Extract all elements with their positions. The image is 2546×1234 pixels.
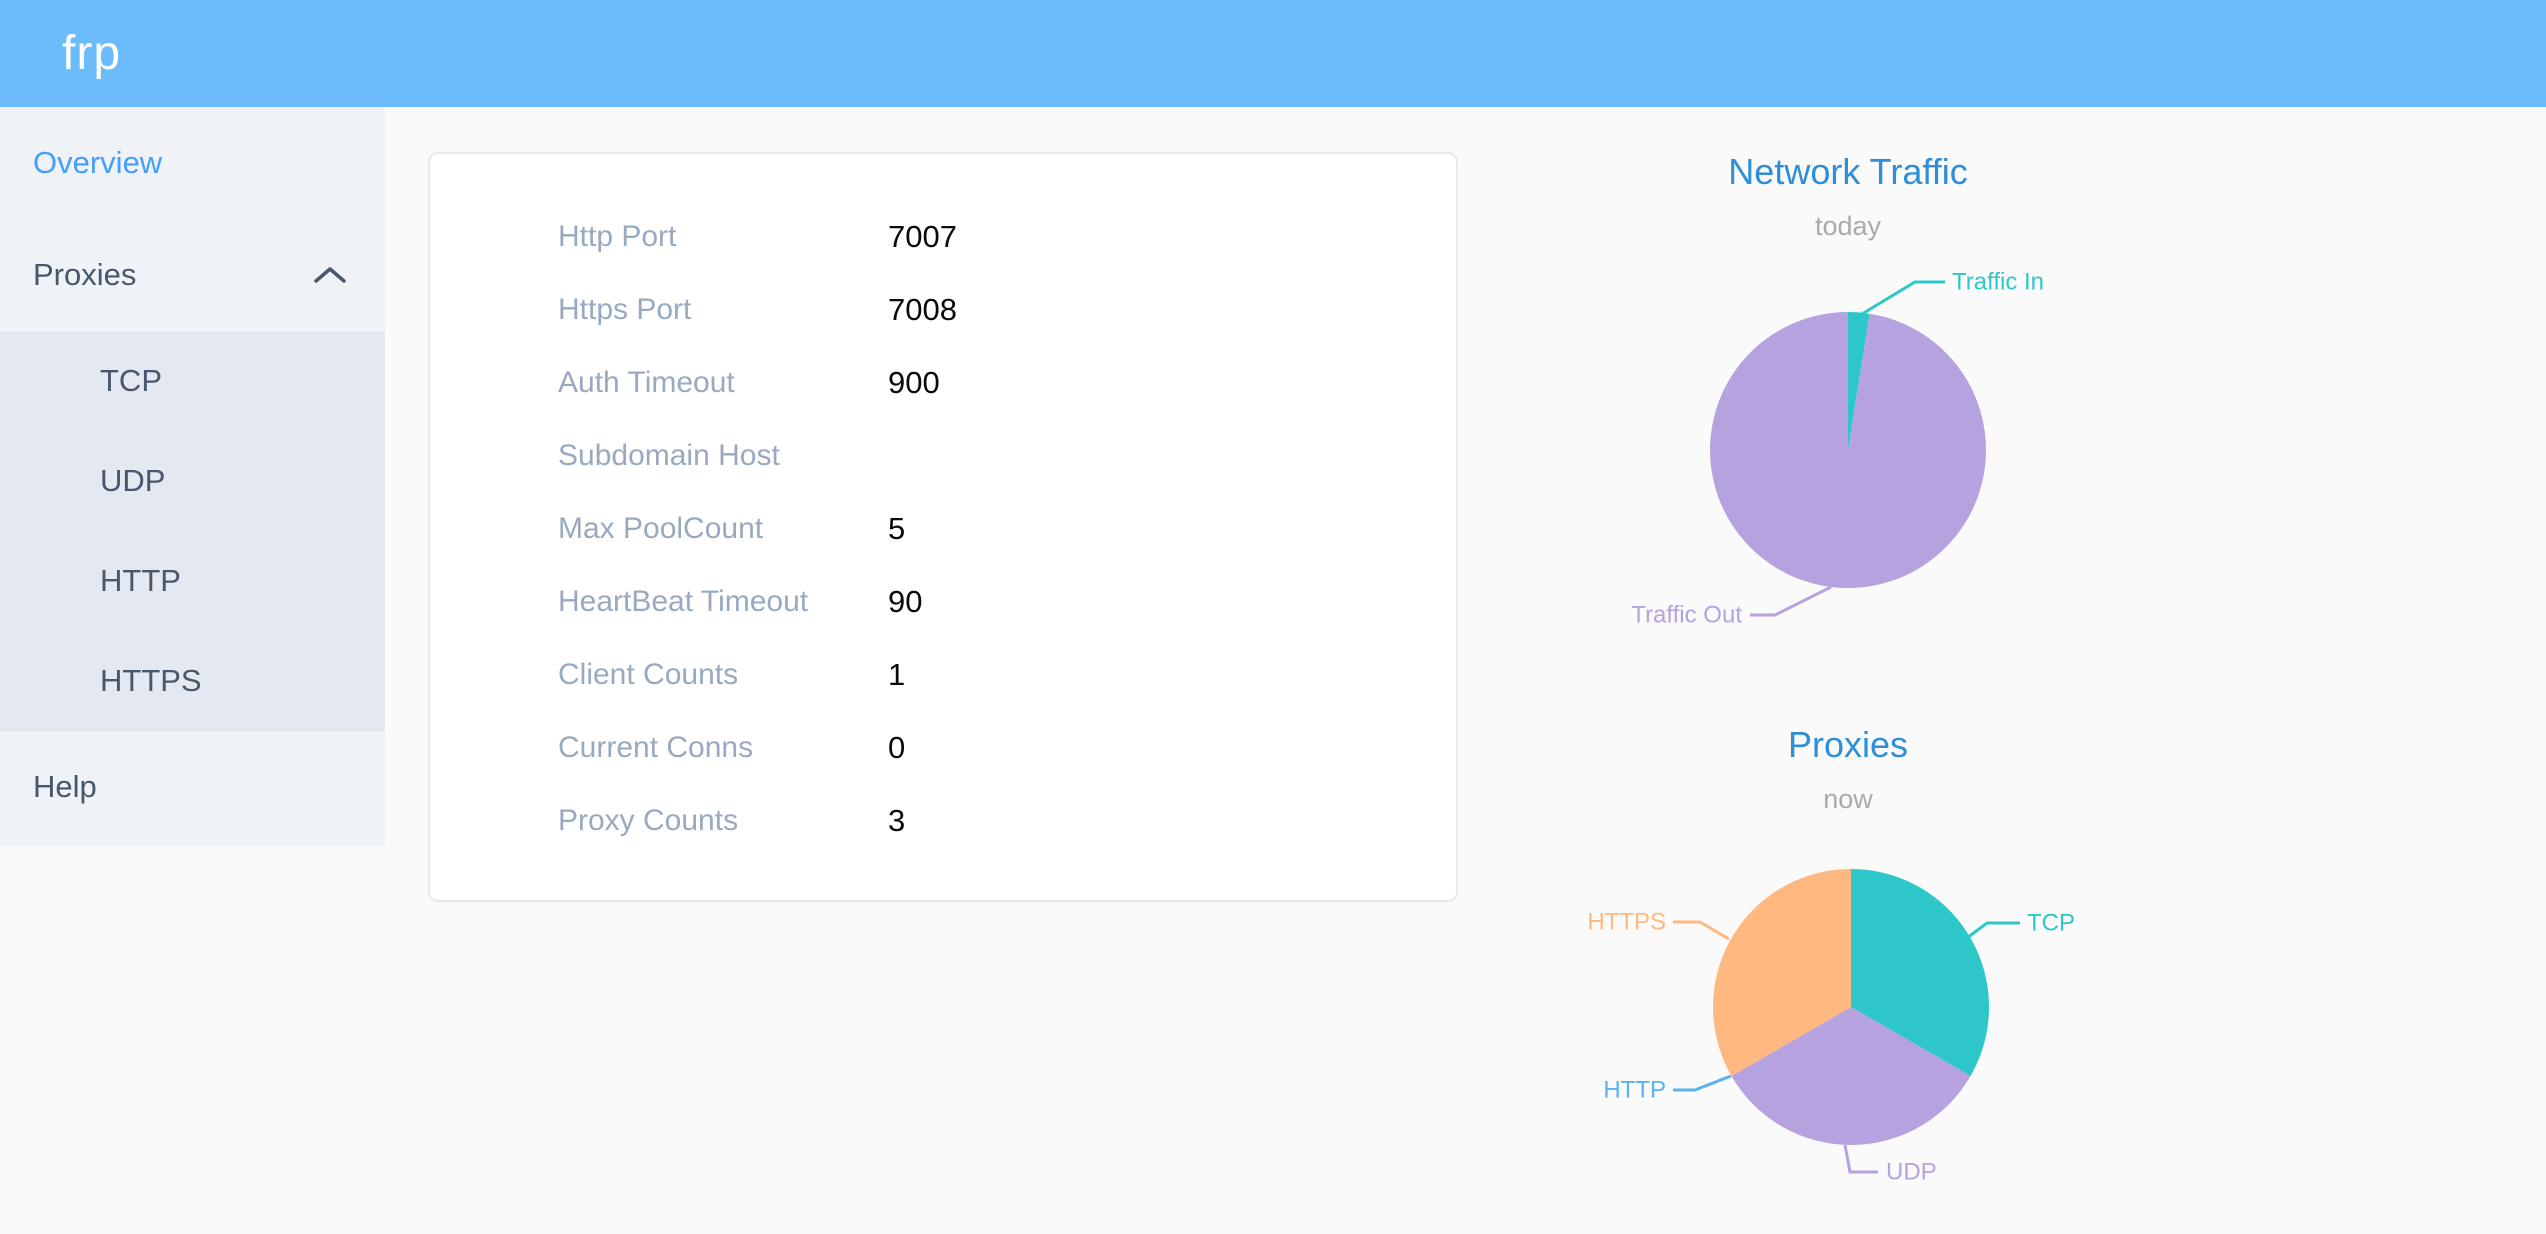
info-row: Max PoolCount 5 xyxy=(558,492,1456,565)
leader-line-traffic-out xyxy=(1750,585,1832,617)
leader-line-tcp xyxy=(1966,921,2020,940)
info-label: Subdomain Host xyxy=(558,438,780,472)
sidebar-item-https[interactable]: HTTPS xyxy=(0,631,385,731)
info-row: Subdomain Host xyxy=(558,419,1456,492)
info-value: 90 xyxy=(888,583,923,619)
server-info-card: Http Port 7007 Https Port 7008 Auth Time… xyxy=(428,152,1458,902)
info-row: HeartBeat Timeout 90 xyxy=(558,565,1456,638)
info-value: 7007 xyxy=(888,218,957,254)
sidebar-item-overview[interactable]: Overview xyxy=(0,107,385,219)
pie-label-udp: UDP xyxy=(1886,1159,1937,1186)
pie-slice-tcp[interactable] xyxy=(1851,869,1989,1076)
chart-subtitle: now xyxy=(1823,784,1873,814)
info-value: 0 xyxy=(888,729,906,765)
sidebar-item-label: TCP xyxy=(100,363,162,398)
chart-title: Proxies xyxy=(1787,724,1909,765)
sidebar-item-udp[interactable]: UDP xyxy=(0,431,385,531)
leader-line-udp xyxy=(1843,1144,1878,1174)
info-label: Https Port xyxy=(558,292,692,326)
sidebar-item-label: HTTP xyxy=(100,563,181,598)
sidebar-item-label: Proxies xyxy=(33,257,137,292)
info-value: 5 xyxy=(888,510,906,546)
info-row: Http Port 7007 xyxy=(558,200,1456,273)
sidebar-item-label: Help xyxy=(33,769,97,804)
proxies-pie: TCP UDP HTTP HTTPS xyxy=(1587,869,2075,1186)
leader-line-http xyxy=(1673,1074,1732,1092)
info-row: Https Port 7008 xyxy=(558,273,1456,346)
info-value: 7008 xyxy=(888,291,957,327)
proxies-chart: Proxies now TCP UDP HTTP HTTPS xyxy=(1498,700,2198,1234)
info-row: Auth Timeout 900 xyxy=(558,346,1456,419)
pie-slice-traffic-in[interactable] xyxy=(1848,312,1870,450)
pie-slice-https[interactable] xyxy=(1713,869,1851,1076)
info-row: Client Counts 1 xyxy=(558,638,1456,711)
info-value: 900 xyxy=(888,364,940,400)
network-traffic-chart: Network Traffic today Traffic In Traffic… xyxy=(1498,140,2198,685)
sidebar-item-label: Overview xyxy=(33,145,163,180)
chevron-up-icon xyxy=(314,267,346,283)
info-label: Current Conns xyxy=(558,730,754,764)
info-label: Client Counts xyxy=(558,657,739,691)
pie-label-http: HTTP xyxy=(1603,1077,1666,1104)
info-value: 1 xyxy=(888,656,906,692)
info-row: Proxy Counts 3 xyxy=(558,784,1456,857)
sidebar-item-proxies[interactable]: Proxies xyxy=(0,219,385,331)
sidebar-item-label: HTTPS xyxy=(100,663,202,698)
sidebar-item-tcp[interactable]: TCP xyxy=(0,331,385,431)
pie-label-traffic-in: Traffic In xyxy=(1952,269,2044,296)
info-value: 3 xyxy=(888,802,906,838)
info-label: Max PoolCount xyxy=(558,511,764,545)
info-label: Http Port xyxy=(558,219,677,253)
chart-title: Network Traffic xyxy=(1728,151,1968,192)
header: frp xyxy=(0,0,2546,107)
chart-subtitle: today xyxy=(1814,211,1882,241)
leader-line-traffic-in xyxy=(1861,280,1945,316)
sidebar-item-label: UDP xyxy=(100,463,166,498)
app-logo: frp xyxy=(62,27,122,80)
proxies-submenu: TCP UDP HTTP HTTPS xyxy=(0,331,385,731)
pie-label-tcp: TCP xyxy=(2027,910,2075,937)
sidebar: Overview Proxies TCP UDP HTTP HTTPS Help xyxy=(0,107,385,846)
pie-slice-traffic-out[interactable] xyxy=(1710,312,1987,588)
sidebar-item-help[interactable]: Help xyxy=(0,731,385,843)
info-label: HeartBeat Timeout xyxy=(558,584,809,618)
info-label: Proxy Counts xyxy=(558,803,739,837)
pie-label-traffic-out: Traffic Out xyxy=(1631,602,1742,629)
leader-line-https xyxy=(1673,920,1730,941)
info-row: Current Conns 0 xyxy=(558,711,1456,784)
sidebar-item-http[interactable]: HTTP xyxy=(0,531,385,631)
pie-label-https: HTTPS xyxy=(1587,909,1666,936)
traffic-pie: Traffic In Traffic Out xyxy=(1631,269,2044,629)
pie-slice-udp[interactable] xyxy=(1731,1007,1971,1145)
info-label: Auth Timeout xyxy=(558,365,735,399)
